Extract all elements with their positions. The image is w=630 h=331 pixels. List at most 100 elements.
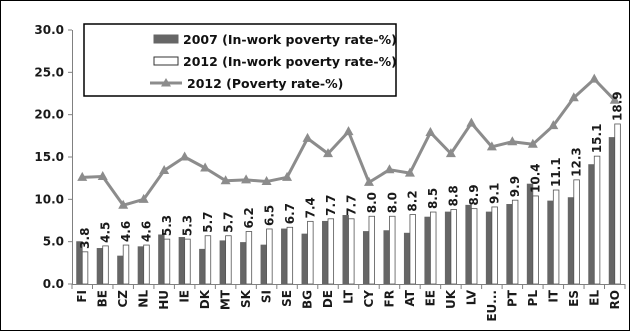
- bar-2007-in-work-poverty-rate-ee: [424, 216, 431, 285]
- legend-swatch-2012-in-work: [153, 56, 179, 66]
- y-tick-label: 25.0: [34, 65, 64, 79]
- y-tick-label: 20.0: [34, 108, 64, 122]
- data-label-si: 6.5: [262, 205, 276, 226]
- bar-2007-in-work-poverty-rate-dk: [199, 248, 206, 285]
- data-label-mt: 5.7: [221, 211, 235, 232]
- bar-2007-in-work-poverty-rate-el: [588, 164, 595, 285]
- data-label-uk: 8.8: [447, 185, 461, 206]
- data-label-lt: 7.7: [344, 195, 358, 216]
- data-label-de: 7.7: [324, 195, 338, 216]
- x-tick-label-lv: LV: [464, 289, 478, 305]
- legend-label-2012-in-work: 2012 (In-work poverty rate-%): [183, 54, 397, 69]
- marker-2012-poverty-rate-ie: [179, 151, 190, 161]
- legend-box: [83, 23, 397, 97]
- bar-2012-in-work-poverty-rate-pt: [511, 199, 519, 285]
- marker-2012-poverty-rate-pl: [527, 138, 538, 148]
- data-label-eu: 9.1: [488, 183, 502, 204]
- x-tick-label-es: ES: [567, 290, 581, 307]
- x-axis-ticks: FI BE CZ NL HU IE DK MT SK SI SE BG DE LT CY FR AT EE UK LV…: [71, 284, 626, 322]
- marker-2012-poverty-rate-pt: [507, 136, 518, 146]
- data-label-pt: 9.9: [508, 176, 522, 197]
- x-tick-label-be: BE: [96, 290, 110, 307]
- bar-2012-in-work-poverty-rate-ro: [614, 123, 621, 285]
- marker-2012-poverty-rate-de: [323, 148, 334, 158]
- x-tick-label-dk: DK: [198, 289, 212, 309]
- bar-2012-in-work-poverty-rate-si: [266, 228, 273, 285]
- bar-2007-in-work-poverty-rate-ie: [178, 237, 186, 285]
- bar-2007-in-work-poverty-rate-cy: [362, 231, 370, 285]
- x-tick-label-eu: EU...: [485, 290, 499, 322]
- bar-2007-in-work-poverty-rate-lt: [342, 215, 349, 285]
- bar-2012-in-work-poverty-rate-el: [593, 155, 601, 285]
- bar-2007-in-work-poverty-rate-bg: [301, 233, 308, 285]
- x-tick-label-cy: CY: [362, 290, 376, 308]
- marker-2012-poverty-rate-fr: [384, 164, 395, 174]
- bar-2012-in-work-poverty-rate-fr: [389, 215, 396, 285]
- data-label-at: 8.2: [406, 190, 420, 211]
- marker-2012-poverty-rate-cy: [363, 176, 374, 186]
- bar-2007-in-work-poverty-rate-be: [96, 248, 104, 285]
- x-tick-label-it: IT: [546, 289, 560, 302]
- bar-2012-in-work-poverty-rate-cz: [122, 244, 130, 285]
- bar-2007-in-work-poverty-rate-at: [403, 232, 411, 285]
- marker-2012-poverty-rate-ro: [609, 94, 620, 104]
- y-tick-label: 5.0: [43, 235, 64, 249]
- bar-2012-in-work-poverty-rate-pl: [532, 195, 539, 285]
- x-tick-label-lt: LT: [342, 289, 356, 304]
- data-label-lv: 8.9: [467, 184, 481, 205]
- legend-label-2012-poverty: 2012 (Poverty rate-%): [187, 76, 343, 91]
- marker-2012-poverty-rate-be: [97, 170, 108, 180]
- x-tick-label-fi: FI: [75, 290, 89, 303]
- bar-2007-in-work-poverty-rate-fr: [383, 230, 390, 285]
- data-label-ro: 18.9: [611, 91, 625, 121]
- marker-2012-poverty-rate-lv: [466, 117, 477, 127]
- bar-2007-in-work-poverty-rate-lv: [465, 204, 472, 285]
- marker-2012-poverty-rate-el: [589, 73, 600, 83]
- marker-2012-poverty-rate-fi: [77, 171, 88, 181]
- data-label-cz: 4.6: [119, 221, 133, 242]
- marker-2012-poverty-rate-uk: [445, 148, 456, 158]
- marker-2012-poverty-rate-dk: [200, 162, 211, 172]
- bar-2007-in-work-poverty-rate-it: [547, 200, 554, 285]
- bar-2012-in-work-poverty-rate-lt: [348, 218, 355, 285]
- marker-2012-poverty-rate-sk: [241, 174, 252, 184]
- data-label-layer: 3.8 4.5 4.6 4.6 5.3 5.3 5.7 5.7 6.2 6.5 6.7 7.4 7.7 7…: [78, 91, 625, 248]
- bar-2007-in-work-poverty-rate-uk: [444, 211, 452, 285]
- bar-series-layer: [76, 123, 621, 285]
- x-tick-label-pl: PL: [526, 290, 540, 307]
- marker-2012-poverty-rate-se: [282, 171, 293, 181]
- bar-2007-in-work-poverty-rate-cz: [117, 255, 124, 285]
- x-tick-label-de: DE: [321, 290, 335, 308]
- bar-2007-in-work-poverty-rate-sk: [240, 242, 247, 285]
- x-tick-label-fr: FR: [382, 290, 396, 307]
- x-tick-label-ro: RO: [608, 290, 622, 309]
- marker-2012-poverty-rate-cz: [118, 199, 129, 209]
- legend-label-2007-in-work: 2007 (In-work poverty rate-%): [183, 32, 397, 47]
- bar-2012-in-work-poverty-rate-dk: [204, 235, 212, 285]
- data-label-it: 11.1: [549, 157, 563, 187]
- bar-2012-in-work-poverty-rate-se: [286, 226, 294, 285]
- legend-swatch-2007-in-work: [153, 34, 179, 44]
- data-label-hu: 5.3: [160, 215, 174, 236]
- data-label-ee: 8.5: [426, 188, 440, 209]
- data-label-be: 4.5: [99, 222, 113, 243]
- bar-2007-in-work-poverty-rate-mt: [219, 240, 227, 285]
- line-series-layer: [77, 73, 620, 209]
- x-tick-label-si: SI: [260, 290, 274, 303]
- bar-2012-in-work-poverty-rate-ee: [430, 211, 437, 285]
- data-label-se: 6.7: [283, 203, 297, 224]
- bar-2012-in-work-poverty-rate-de: [327, 218, 335, 285]
- x-tick-label-at: AT: [403, 289, 417, 306]
- bar-2012-in-work-poverty-rate-ie: [184, 238, 191, 285]
- x-tick-label-mt: MT: [219, 289, 233, 310]
- bar-2012-in-work-poverty-rate-bg: [307, 220, 314, 285]
- data-label-sk: 6.2: [242, 207, 256, 228]
- marker-2012-poverty-rate-at: [404, 167, 415, 177]
- bar-2012-in-work-poverty-rate-at: [409, 214, 416, 285]
- marker-2012-poverty-rate-bg: [302, 132, 313, 142]
- bar-2012-in-work-poverty-rate-sk: [245, 231, 253, 285]
- bar-2012-in-work-poverty-rate-it: [552, 189, 560, 285]
- data-label-nl: 4.6: [139, 221, 153, 242]
- marker-2012-poverty-rate-nl: [138, 193, 149, 203]
